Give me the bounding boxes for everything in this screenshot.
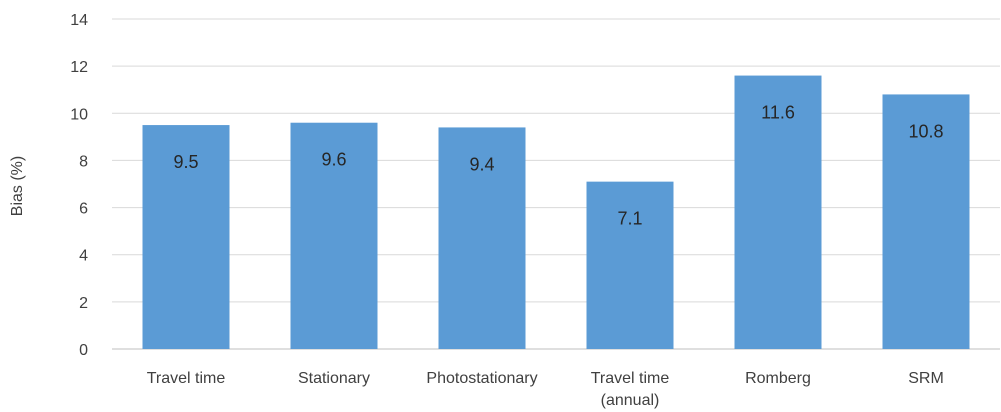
bar	[882, 94, 970, 349]
bars	[142, 75, 970, 350]
y-axis-title: Bias (%)	[9, 156, 26, 216]
y-tick-label: 0	[79, 342, 88, 359]
bar	[438, 127, 526, 349]
data-labels: 9.5 9.6 9.4 7.1 11.6 10.8	[173, 103, 943, 229]
bar	[290, 122, 378, 349]
x-axis-ticks: Travel time Stationary Photostationary Trav…	[147, 370, 944, 409]
y-tick-label: 10	[70, 106, 88, 123]
data-label: 10.8	[908, 121, 943, 141]
y-tick-label: 6	[79, 201, 88, 218]
x-tick-label: Travel time	[147, 370, 226, 387]
y-tick-label: 14	[70, 12, 88, 29]
x-tick-label: Stationary	[298, 370, 370, 387]
x-tick-label: Photostationary	[426, 370, 537, 387]
x-tick-label-line: Photostationary	[426, 370, 537, 387]
gridlines	[112, 18, 1000, 350]
bar	[586, 181, 674, 349]
bar	[142, 125, 230, 349]
y-tick-label: 2	[79, 295, 88, 312]
x-tick-label: Travel time (annual)	[591, 370, 670, 409]
data-label: 9.4	[469, 154, 494, 174]
y-tick-label: 4	[79, 248, 88, 265]
x-tick-label: Romberg	[745, 370, 811, 387]
x-tick-label-line: Stationary	[298, 370, 370, 387]
data-label: 7.1	[617, 209, 642, 229]
y-tick-label: 8	[79, 153, 88, 170]
data-label: 11.6	[761, 103, 795, 123]
x-tick-label-line: Travel time	[591, 370, 670, 387]
x-tick-label-line: (annual)	[601, 392, 660, 409]
bar	[734, 75, 822, 350]
data-label: 9.5	[173, 152, 198, 172]
x-tick-label-line: Travel time	[147, 370, 226, 387]
y-axis-ticks: 0 2 4 6 8 10 12 14	[70, 12, 88, 359]
data-label: 9.6	[321, 150, 346, 170]
x-tick-label-line: Romberg	[745, 370, 811, 387]
y-tick-label: 12	[70, 59, 88, 76]
x-tick-label-line: SRM	[908, 370, 944, 387]
x-tick-label: SRM	[908, 370, 944, 387]
